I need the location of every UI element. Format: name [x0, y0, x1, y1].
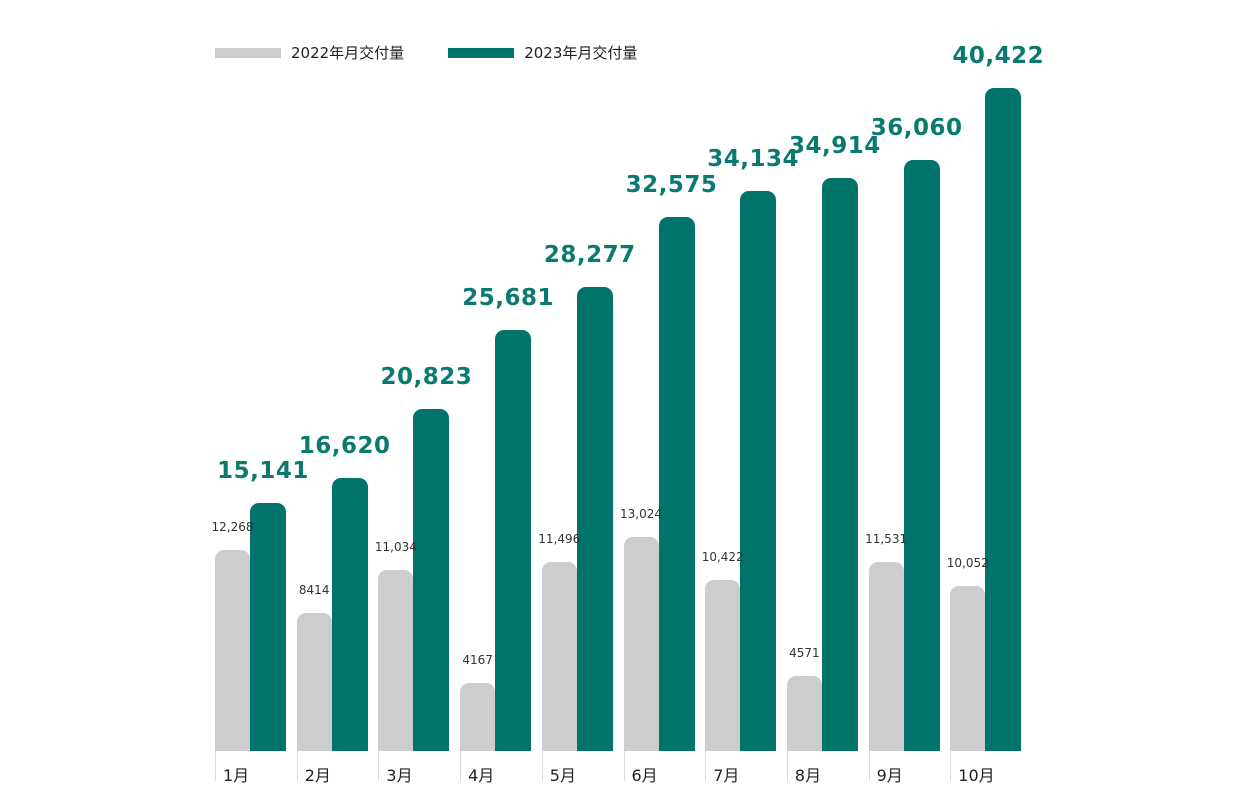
bar-2022	[296, 612, 332, 751]
data-label-2023: 36,060	[870, 114, 963, 141]
bar-2022	[378, 570, 414, 751]
bar-2023	[331, 478, 368, 751]
bar-2022	[541, 562, 577, 751]
bar-2023	[413, 409, 450, 751]
legend-swatch-2022	[215, 47, 281, 58]
x-axis-label: 7月	[713, 766, 740, 785]
bar-2023	[985, 88, 1022, 751]
x-axis-tick	[215, 751, 216, 781]
x-axis-label: 3月	[386, 766, 413, 785]
x-axis-label: 4月	[468, 766, 495, 785]
bar-2022	[623, 537, 659, 751]
legend-item-2023: 2023年月交付量	[448, 42, 637, 63]
bar-2022	[215, 549, 250, 751]
data-label-2022: 12,268	[211, 519, 254, 534]
data-label-2023: 28,277	[543, 242, 636, 269]
data-label-2023: 32,575	[625, 171, 718, 198]
bar-2022	[950, 586, 986, 751]
data-label-2023: 25,681	[462, 284, 554, 311]
x-axis-label: 8月	[794, 766, 822, 785]
legend-item-2022: 2022年月交付量	[215, 42, 404, 63]
bar-2023	[740, 191, 777, 751]
legend-swatch-2023	[448, 47, 515, 58]
x-axis-label: 5月	[549, 766, 576, 785]
bar-2023	[903, 159, 940, 751]
bar-2022	[868, 561, 904, 751]
x-axis-label: 9月	[876, 766, 903, 785]
bar-2023	[495, 329, 532, 751]
x-axis-label: 2月	[304, 766, 331, 785]
data-label-2022: 11,034	[374, 540, 417, 555]
legend-label-2023: 2023年月交付量	[524, 44, 638, 62]
data-label-2022: 4167	[462, 652, 493, 667]
data-label-2023: 16,620	[298, 433, 391, 460]
x-axis-label: 6月	[631, 766, 658, 785]
x-axis-tick	[786, 751, 788, 781]
bar-2023	[576, 287, 613, 751]
x-axis-tick	[623, 751, 625, 781]
legend-label-2022: 2022年月交付量	[291, 44, 405, 62]
data-label-2023: 40,422	[952, 43, 1045, 69]
data-label-2022: 8414	[298, 582, 330, 597]
x-axis-tick	[950, 751, 952, 781]
data-label-2023: 34,134	[707, 146, 800, 173]
x-axis-tick	[705, 751, 707, 781]
x-axis-tick	[296, 751, 298, 781]
bar-2022	[705, 580, 741, 751]
x-axis-tick	[541, 751, 543, 781]
bar-2023	[250, 502, 286, 751]
data-label-2022: 10,052	[946, 556, 989, 571]
data-label-2023: 15,141	[217, 457, 309, 484]
data-label-2023: 20,823	[380, 364, 473, 391]
data-label-2022: 13,024	[620, 507, 662, 522]
bar-2022	[786, 676, 822, 751]
data-label-2022: 4571	[789, 646, 820, 661]
data-label-2022: 10,422	[701, 550, 744, 565]
chart-legend: 2022年月交付量 2023年月交付量	[215, 42, 681, 63]
x-axis-label: 1月	[223, 766, 250, 785]
data-label-2022: 11,531	[865, 531, 908, 546]
bar-2023	[658, 216, 695, 751]
bar-2023	[821, 178, 858, 751]
x-axis-tick	[378, 751, 380, 781]
x-axis-tick	[460, 751, 462, 781]
x-axis-tick	[868, 751, 870, 781]
data-label-2022: 11,496	[538, 532, 581, 547]
x-axis-label: 10月	[958, 766, 995, 785]
data-label-2023: 34,914	[789, 133, 881, 160]
bar-2022	[460, 682, 496, 751]
